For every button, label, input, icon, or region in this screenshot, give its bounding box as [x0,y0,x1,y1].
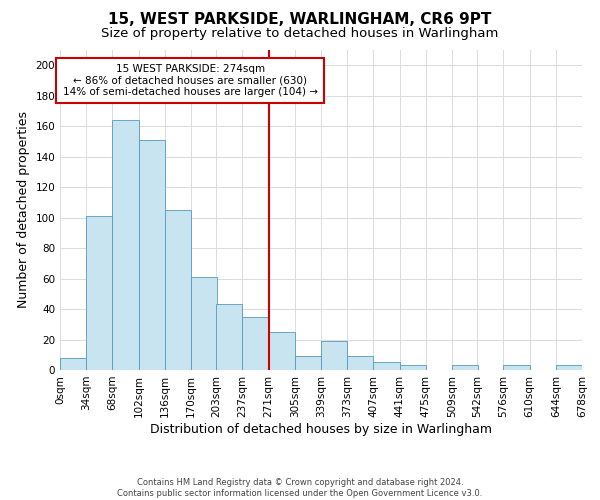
Bar [60,358,86,370]
Bar [191,277,217,370]
Bar [400,366,426,370]
Bar [242,316,269,370]
Text: 15, WEST PARKSIDE, WARLINGHAM, CR6 9PT: 15, WEST PARKSIDE, WARLINGHAM, CR6 9PT [109,12,491,28]
Bar [139,140,165,370]
Bar [295,356,321,370]
Bar [373,362,400,370]
Y-axis label: Number of detached properties: Number of detached properties [17,112,30,308]
Bar [321,341,347,370]
Bar [165,210,191,370]
Bar [269,332,295,370]
Bar [503,366,530,370]
Bar [112,120,139,370]
Bar [216,304,242,370]
Text: Size of property relative to detached houses in Warlingham: Size of property relative to detached ho… [101,28,499,40]
Bar [452,366,478,370]
X-axis label: Distribution of detached houses by size in Warlingham: Distribution of detached houses by size … [150,422,492,436]
Text: 15 WEST PARKSIDE: 274sqm
← 86% of detached houses are smaller (630)
14% of semi-: 15 WEST PARKSIDE: 274sqm ← 86% of detach… [62,64,317,97]
Bar [556,366,582,370]
Text: Contains HM Land Registry data © Crown copyright and database right 2024.
Contai: Contains HM Land Registry data © Crown c… [118,478,482,498]
Bar [347,356,373,370]
Bar [86,216,112,370]
